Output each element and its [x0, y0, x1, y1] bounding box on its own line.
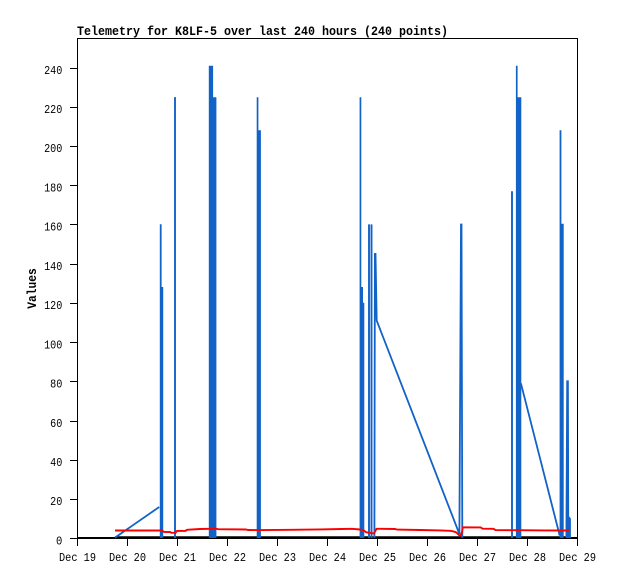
svg-text:240: 240: [44, 64, 62, 78]
svg-text:220: 220: [44, 103, 62, 117]
svg-text:100: 100: [44, 338, 62, 352]
svg-text:40: 40: [50, 456, 62, 470]
svg-text:Dec 22: Dec 22: [209, 551, 246, 565]
svg-text:60: 60: [50, 417, 62, 431]
svg-text:Dec 26: Dec 26: [409, 551, 446, 565]
svg-text:20: 20: [50, 495, 62, 509]
svg-text:140: 140: [44, 260, 62, 274]
svg-text:Dec 23: Dec 23: [259, 551, 296, 565]
svg-text:Dec 27: Dec 27: [459, 551, 496, 565]
svg-text:180: 180: [44, 182, 62, 196]
svg-text:0: 0: [56, 534, 62, 548]
svg-text:Telemetry for K8LF-5 over last: Telemetry for K8LF-5 over last 240 hours…: [77, 24, 448, 39]
svg-text:Dec 21: Dec 21: [159, 551, 196, 565]
svg-text:Values: Values: [25, 268, 40, 309]
svg-text:80: 80: [50, 378, 62, 392]
svg-text:Dec 20: Dec 20: [109, 551, 146, 565]
svg-text:200: 200: [44, 142, 62, 156]
svg-text:Dec 24: Dec 24: [309, 551, 346, 565]
svg-text:120: 120: [44, 299, 62, 313]
svg-text:Dec 25: Dec 25: [359, 551, 396, 565]
svg-text:Dec 19: Dec 19: [59, 551, 96, 565]
svg-text:160: 160: [44, 221, 62, 235]
svg-text:Dec 29: Dec 29: [559, 551, 596, 565]
svg-text:Dec 28: Dec 28: [509, 551, 546, 565]
